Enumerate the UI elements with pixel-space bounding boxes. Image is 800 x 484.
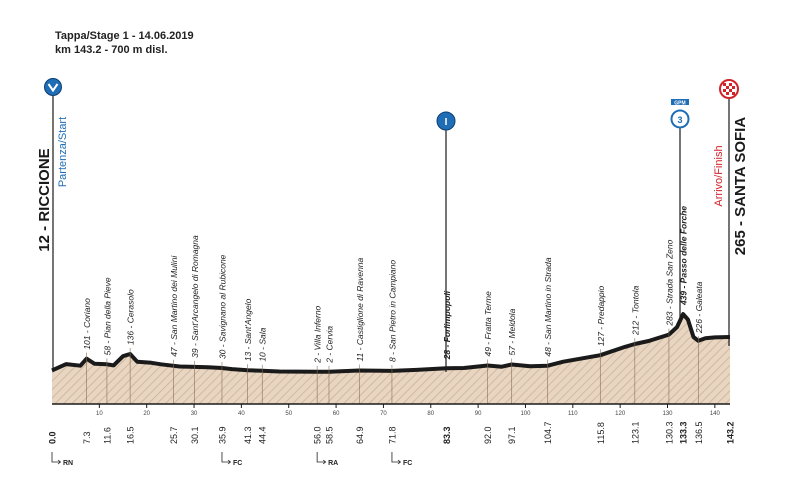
feed-zone-icon xyxy=(436,111,456,131)
gpm-badge xyxy=(671,99,689,105)
waypoint-label: 49 - Fratta Terme xyxy=(483,291,493,357)
x-tick-label: 80 xyxy=(427,411,434,417)
waypoint-label: 28 - Forlimpopoli xyxy=(442,290,452,360)
waypoint-label: 2 - Cervia xyxy=(324,326,334,364)
km-label: 123.1 xyxy=(630,421,640,444)
waypoint-label: 2 - Villa Inferno xyxy=(313,305,323,363)
waypoint-label: 226 - Galeata xyxy=(694,281,704,334)
stage-distance: km 143.2 - 700 m disl. xyxy=(55,44,168,56)
km-label: 35.9 xyxy=(217,426,227,444)
km-label: 16.5 xyxy=(126,426,136,444)
km-label: 0.0 xyxy=(48,431,58,444)
gpm-marker: GPM 3 xyxy=(670,99,690,318)
waypoint-label: 127 - Predappio xyxy=(596,285,606,346)
road-code: FC xyxy=(403,460,412,467)
waypoint-label: 30 - Savignano al Rubicone xyxy=(217,254,227,359)
waypoint-label: 47 - San Martino dei Mulini xyxy=(169,255,179,357)
stage-title: Tappa/Stage 1 - 14.06.2019 xyxy=(55,30,194,42)
km-label: 97.1 xyxy=(507,426,517,444)
x-tick-label: 40 xyxy=(238,411,245,417)
start-sublabel: Partenza/Start xyxy=(57,117,69,187)
start-title: 12 - RICCIONE xyxy=(36,148,53,251)
x-tick-label: 10 xyxy=(96,411,103,417)
waypoint-label: 283 - Strada San Zeno xyxy=(664,239,674,326)
climb-category: 3 xyxy=(677,115,682,125)
climb-category-icon xyxy=(670,109,690,129)
km-label: 92.0 xyxy=(483,426,493,444)
waypoint-label: 57 - Meldola xyxy=(507,308,517,355)
km-label: 44.4 xyxy=(258,426,268,444)
checkered-flag-icon xyxy=(719,79,739,99)
x-tick-label: 100 xyxy=(520,411,531,417)
profile-area xyxy=(52,314,730,404)
km-label: 30.1 xyxy=(190,426,200,444)
km-label: 143.2 xyxy=(726,421,736,444)
km-label: 56.0 xyxy=(313,426,323,444)
road-code-icon xyxy=(391,452,400,463)
gpm-label: GPM xyxy=(674,101,685,107)
waypoint-label: 439 - Passo delle Forche xyxy=(679,206,689,306)
finish-sublabel: Arrivo/Finish xyxy=(713,145,725,206)
km-label: 64.9 xyxy=(355,426,365,444)
x-tick-label: 20 xyxy=(143,411,150,417)
road-code: FC xyxy=(233,460,242,467)
km-label: 7.3 xyxy=(82,431,92,444)
x-tick-label: 120 xyxy=(615,411,626,417)
road-code: RA xyxy=(328,460,338,467)
waypoint-label: 212 - Tontola xyxy=(630,285,640,336)
road-code: RN xyxy=(63,460,73,467)
feed-zone-marker: I xyxy=(436,111,456,372)
waypoint-label: 101 - Coriano xyxy=(82,298,92,350)
x-tick-label: 60 xyxy=(333,411,340,417)
km-label: 115.8 xyxy=(596,422,606,444)
km-label: 11.6 xyxy=(102,427,112,444)
x-tick-label: 110 xyxy=(568,411,578,417)
waypoint-label: 10 - Sala xyxy=(258,327,268,361)
finish-title: 265 - SANTA SOFIA xyxy=(732,117,749,256)
waypoint-label: 136 - Cerasolo xyxy=(126,289,136,345)
x-tick-label: 50 xyxy=(285,411,292,417)
km-label: 83.3 xyxy=(442,426,452,444)
km-label: 58.5 xyxy=(324,426,334,444)
waypoint-label: 8 - San Pietro in Campiano xyxy=(387,260,397,362)
km-label: 71.8 xyxy=(387,426,397,444)
x-tick-label: 90 xyxy=(475,411,482,417)
km-label: 130.3 xyxy=(664,421,674,444)
km-label: 133.3 xyxy=(679,421,689,444)
feed-zone-label: I xyxy=(445,117,448,128)
x-tick-label: 70 xyxy=(380,411,387,417)
start-chevron-icon xyxy=(44,78,62,96)
km-label: 41.3 xyxy=(243,426,253,444)
start-marker: 12 - RICCIONE Partenza/Start xyxy=(36,78,69,372)
finish-marker: 265 - SANTA SOFIA Arrivo/Finish xyxy=(713,79,749,346)
x-tick-label: 140 xyxy=(710,411,721,417)
waypoint-label: 11 - Castiglione di Ravenna xyxy=(355,257,365,361)
road-code-icon xyxy=(316,452,326,463)
km-label: 136.5 xyxy=(694,421,704,444)
waypoint-label: 48 - San Martino in Strada xyxy=(543,257,553,356)
x-tick-label: 130 xyxy=(662,411,673,417)
road-code-icon xyxy=(221,452,230,463)
road-code-icon xyxy=(51,452,60,463)
waypoint-label: 58 - Pian della Pieve xyxy=(102,277,112,355)
waypoint-label: 13 - Sant'Angelo xyxy=(243,298,253,361)
km-label: 104.7 xyxy=(543,421,553,444)
x-tick-label: 30 xyxy=(191,411,198,417)
km-label: 25.7 xyxy=(169,426,179,444)
waypoint-label: 39 - Sant'Arcangelo di Romagna xyxy=(190,235,200,358)
